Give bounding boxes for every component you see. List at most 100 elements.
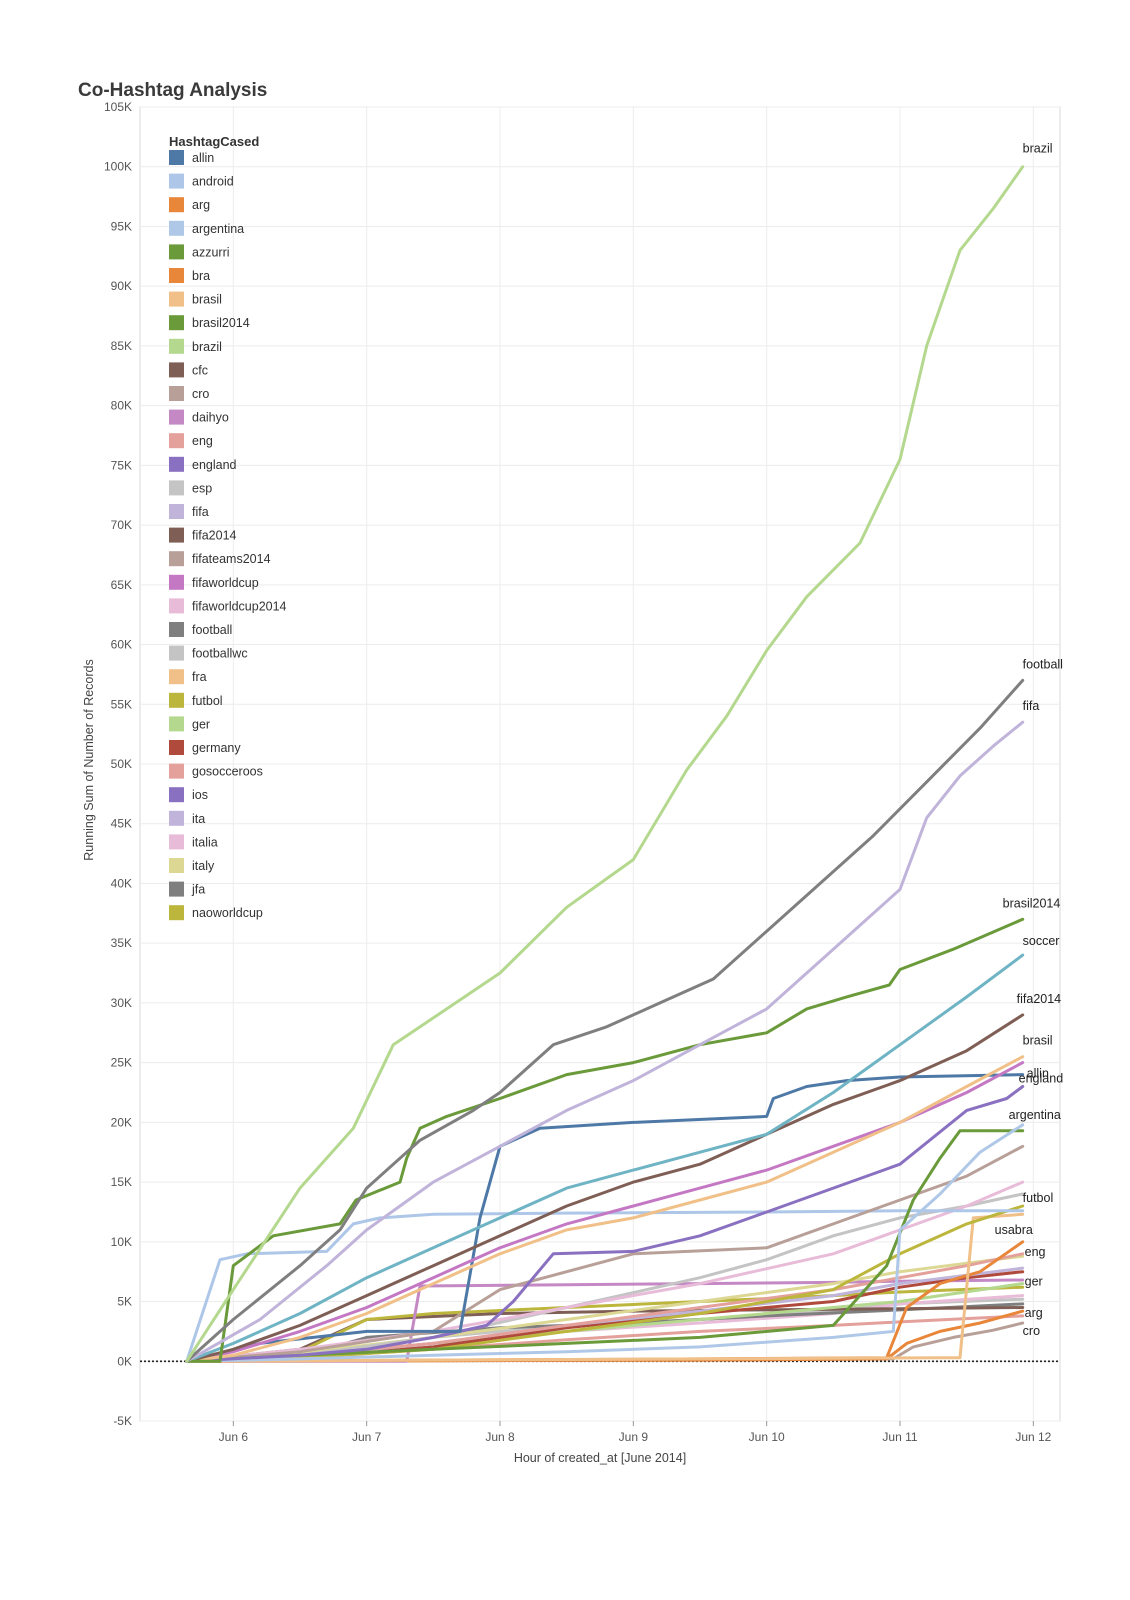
legend-swatch-cro xyxy=(169,386,184,401)
legend-swatch-arg xyxy=(169,197,184,213)
series-line-england xyxy=(185,1085,1025,1363)
legend-label-italy: italy xyxy=(192,859,215,873)
legend-label-arg: arg xyxy=(192,198,210,212)
legend-label-argentina: argentina xyxy=(192,222,244,236)
legend-label-daihyo: daihyo xyxy=(192,411,229,425)
series-line-brasil xyxy=(185,1055,1025,1363)
x-axis-ticks: Jun 6 Jun 7 Jun 8 Jun 9 Jun 10 Jun 11 Jun 12 xyxy=(219,1421,1052,1444)
x-tick-label: Jun 10 xyxy=(749,1430,785,1444)
legend-label-fifa: fifa xyxy=(192,505,209,519)
legend-label-england: england xyxy=(192,458,237,472)
series-line-fifa xyxy=(185,720,1025,1363)
series-line-fifa2014 xyxy=(185,1013,1025,1363)
series-line-cfc xyxy=(185,1306,1025,1363)
legend-label-esp: esp xyxy=(192,481,212,495)
series-line-fifateams2014 xyxy=(185,1144,1025,1363)
legend-swatch-allin xyxy=(169,150,184,165)
series-line-football xyxy=(185,678,1025,1363)
series-line-azzurri xyxy=(185,1129,1025,1363)
series-line-fra xyxy=(185,1212,1025,1363)
legend-label-futbol: futbol xyxy=(192,694,223,708)
series-lines xyxy=(185,165,1025,1363)
legend-label-naoworldcup: naoworldcup xyxy=(192,906,263,920)
series-end-labels: brazil football fifa brasil2014 soccer fifa20… xyxy=(995,142,1064,1338)
series-line-brasil2014 xyxy=(185,917,1025,1363)
legend-swatch-cfc xyxy=(169,362,184,378)
legend-swatch-germany xyxy=(169,740,184,755)
legend-swatch-brazil xyxy=(169,338,184,354)
legend-swatch-daihyo xyxy=(169,409,184,425)
legend-label-fifateams2014: fifateams2014 xyxy=(192,552,271,566)
series-line-allin xyxy=(185,1073,1025,1363)
legend-swatch-argentina xyxy=(169,220,184,236)
legend-swatch-fifateams2014 xyxy=(169,551,184,567)
end-label-brasil2014: brasil2014 xyxy=(1003,896,1061,910)
legend-swatch-football xyxy=(169,622,184,637)
y-tick-label: 100K xyxy=(104,160,132,174)
series-line-argentina xyxy=(185,1123,1025,1363)
y-axis-ticks: 105K 100K 95K 90K 85K 80K 75K 70K 65K 60K 55K 50K 45… xyxy=(104,100,132,1428)
end-label-bra: usabra xyxy=(995,1223,1033,1237)
y-tick-label: 45K xyxy=(111,817,132,831)
legend-swatch-esp xyxy=(169,480,184,496)
legend-swatch-fifaworldcup xyxy=(169,574,184,590)
y-tick-label: 40K xyxy=(111,876,132,890)
y-tick-label: 15K xyxy=(111,1175,132,1189)
legend-swatch-fifa2014 xyxy=(169,527,184,543)
x-tick-label: Jun 9 xyxy=(619,1430,649,1444)
y-tick-label: 35K xyxy=(111,936,132,950)
y-tick-label: 0K xyxy=(117,1354,132,1368)
series-line-brazil xyxy=(185,165,1025,1363)
legend-swatch-fifaworldcup2014 xyxy=(169,598,184,614)
x-tick-label: Jun 8 xyxy=(485,1430,515,1444)
legend-swatch-ios xyxy=(169,787,184,803)
y-tick-label: 80K xyxy=(111,399,132,413)
legend-swatch-italy xyxy=(169,858,184,873)
legend-swatch-futbol xyxy=(169,692,184,708)
legend-label-brasil: brasil xyxy=(192,293,222,307)
y-tick-label: 85K xyxy=(111,339,132,353)
y-tick-label: 95K xyxy=(111,219,132,233)
end-label-argentina: argentina xyxy=(1009,1108,1061,1122)
legend-swatch-android xyxy=(169,173,184,189)
legend-label-brasil2014: brasil2014 xyxy=(192,316,250,330)
y-tick-label: 90K xyxy=(111,279,132,293)
y-tick-label: 10K xyxy=(111,1235,132,1249)
legend-label-germany: germany xyxy=(192,741,241,755)
chart-title: Co-Hashtag Analysis xyxy=(78,80,267,101)
legend-swatch-bra xyxy=(169,268,184,283)
legend-label-jfa: jfa xyxy=(191,883,205,897)
y-tick-label: 55K xyxy=(111,697,132,711)
legend: HashtagCased allin android arg argentina azz… xyxy=(169,134,287,921)
x-tick-label: Jun 12 xyxy=(1015,1430,1051,1444)
end-label-futbol: futbol xyxy=(1023,1191,1054,1205)
legend-label-gosocceroos: gosocceroos xyxy=(192,765,263,779)
legend-swatch-footballwc xyxy=(169,645,184,661)
y-tick-label: 70K xyxy=(111,518,132,532)
legend-swatch-italia xyxy=(169,834,184,850)
legend-label-bra: bra xyxy=(192,269,210,283)
legend-label-fifaworldcup: fifaworldcup xyxy=(192,576,259,590)
legend-swatch-brasil2014 xyxy=(169,315,184,331)
end-label-soccer: soccer xyxy=(1023,934,1060,948)
end-label-fifa: fifa xyxy=(1023,699,1040,713)
legend-label-ios: ios xyxy=(192,788,208,802)
legend-swatch-ger xyxy=(169,716,184,732)
legend-label-football: football xyxy=(192,623,232,637)
legend-label-italia: italia xyxy=(192,835,218,849)
y-tick-label: 60K xyxy=(111,638,132,652)
legend-label-fifa2014: fifa2014 xyxy=(192,529,237,543)
legend-swatch-eng xyxy=(169,433,184,449)
x-tick-label: Jun 7 xyxy=(352,1430,382,1444)
legend-label-azzurri: azzurri xyxy=(192,245,230,259)
end-label-cro: cro xyxy=(1023,1324,1040,1338)
y-tick-label: -5K xyxy=(113,1414,132,1428)
end-label-arg: arg xyxy=(1025,1306,1043,1320)
legend-swatch-england xyxy=(169,456,184,472)
series-line-fifaworldcup2014 xyxy=(185,1180,1025,1363)
x-tick-label: Jun 11 xyxy=(882,1430,917,1444)
legend-label-android: android xyxy=(192,175,234,189)
legend-swatch-gosocceroos xyxy=(169,763,184,779)
y-tick-label: 20K xyxy=(111,1115,132,1129)
legend-swatch-fifa xyxy=(169,504,184,519)
